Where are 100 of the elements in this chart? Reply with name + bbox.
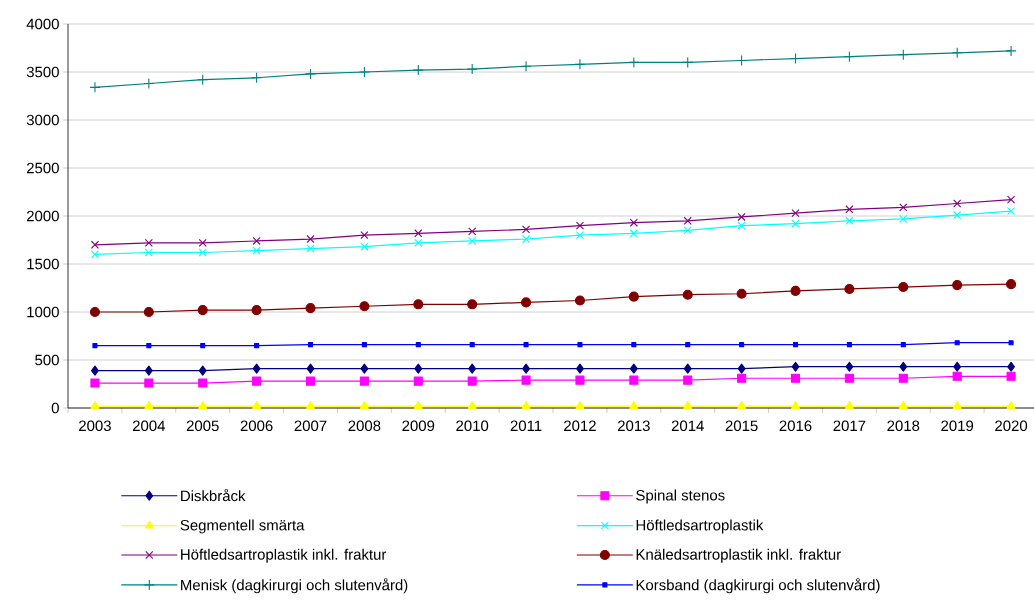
x-tick-label: 2009	[402, 420, 435, 432]
point	[1007, 361, 1015, 372]
point	[683, 375, 693, 385]
point	[954, 340, 960, 346]
point	[791, 401, 800, 409]
point	[899, 214, 908, 223]
point	[197, 305, 208, 316]
point	[306, 244, 315, 253]
point	[737, 363, 746, 374]
point	[899, 203, 908, 212]
point	[900, 342, 906, 348]
legend-label: Menisk (dagkirurgi och slutenvård)	[181, 578, 408, 594]
legend-label: Korsband (dagkirurgi och slutenvård)	[636, 578, 880, 594]
point	[468, 363, 477, 374]
point	[89, 306, 100, 318]
point	[413, 376, 423, 386]
point	[631, 342, 637, 348]
point	[467, 401, 477, 409]
point	[574, 295, 585, 306]
y-tick-label: 1500	[27, 258, 59, 270]
point	[89, 81, 101, 93]
y-tick-label: 1000	[27, 306, 59, 318]
point	[685, 342, 691, 348]
point	[575, 221, 585, 230]
point	[198, 378, 208, 388]
point	[682, 56, 694, 68]
point	[90, 401, 100, 409]
legend-label: Höftledsartroplastik	[636, 519, 764, 534]
point	[951, 47, 963, 59]
y-tick-label: 3500	[26, 66, 59, 78]
point	[304, 68, 317, 80]
point	[844, 283, 855, 295]
point	[629, 229, 638, 238]
point	[1006, 401, 1016, 409]
y-tick-label: 3000	[26, 114, 59, 126]
x-tick-label: 2014	[671, 420, 704, 432]
point	[143, 306, 154, 318]
point	[737, 401, 747, 409]
point	[1008, 340, 1014, 346]
point	[90, 240, 100, 249]
point	[736, 54, 748, 67]
x-tick-label: 2018	[887, 420, 920, 432]
point	[361, 342, 367, 348]
x-tick-label: 2010	[456, 420, 489, 432]
legend-label: Segmentell smärta	[180, 519, 305, 534]
point	[577, 342, 583, 348]
point	[252, 401, 262, 409]
point	[1006, 279, 1017, 290]
point	[92, 343, 98, 349]
x-tick-label: 2017	[833, 420, 866, 432]
point	[792, 342, 799, 348]
point	[197, 74, 209, 86]
point	[521, 401, 531, 409]
legend-label: Diskbråck	[181, 488, 246, 502]
point	[200, 343, 206, 349]
point	[412, 64, 424, 76]
point	[360, 363, 369, 374]
point	[198, 238, 207, 247]
point	[198, 248, 207, 257]
point	[846, 342, 852, 348]
point	[90, 378, 100, 388]
point	[843, 51, 855, 63]
point	[466, 63, 478, 75]
point	[468, 227, 477, 236]
point	[1006, 207, 1016, 216]
point	[1006, 195, 1016, 204]
x-tick-label: 2006	[240, 420, 273, 432]
point	[360, 231, 369, 240]
x-tick-label: 2019	[941, 420, 974, 432]
x-tick-label: 2003	[79, 420, 111, 432]
point	[952, 280, 963, 291]
point	[413, 401, 423, 409]
point	[844, 373, 854, 383]
point	[144, 378, 154, 388]
point	[844, 401, 854, 409]
point	[252, 363, 261, 374]
legend-label: Knäledsartroplastik inkl. fraktur	[636, 548, 841, 563]
point	[413, 299, 424, 310]
point	[251, 72, 263, 84]
x-tick-label: 2013	[617, 420, 650, 432]
legend-label: Höftledsartroplastik inkl. fraktur	[181, 548, 387, 563]
point	[898, 373, 908, 383]
point	[306, 363, 315, 374]
point	[523, 342, 529, 348]
y-tick-label: 0	[51, 402, 59, 414]
point	[736, 288, 747, 299]
point	[845, 361, 854, 372]
point	[144, 238, 153, 247]
point	[144, 401, 154, 409]
point	[575, 401, 585, 409]
point	[682, 289, 693, 300]
point	[952, 371, 962, 381]
point	[575, 375, 585, 385]
point	[414, 363, 423, 374]
point	[683, 401, 693, 409]
point	[305, 303, 316, 314]
point	[358, 66, 370, 78]
x-tick-label: 2007	[294, 420, 327, 432]
point	[628, 291, 639, 302]
point	[521, 225, 531, 234]
